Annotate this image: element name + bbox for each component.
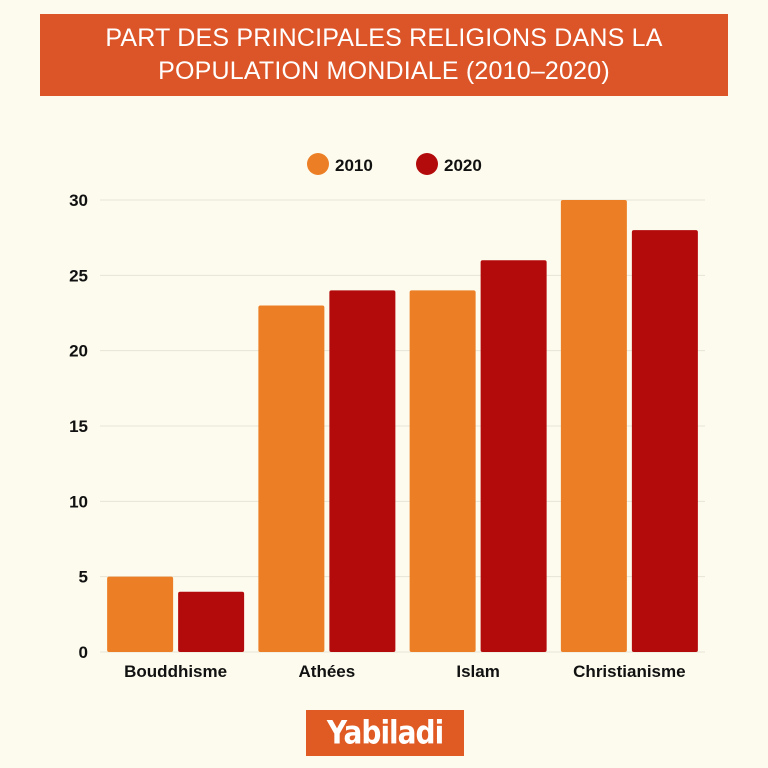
legend-label-2010: 2010 — [335, 156, 373, 175]
legend-marker-2010 — [307, 153, 329, 175]
x-tick-label-athées: Athées — [299, 662, 356, 681]
chart-title-line-1: PART DES PRINCIPALES RELIGIONS DANS LA — [105, 24, 663, 52]
y-tick-label-0: 0 — [79, 643, 88, 662]
legend-marker-2020 — [416, 153, 438, 175]
chart-title-banner: PART DES PRINCIPALES RELIGIONS DANS LA P… — [40, 14, 728, 96]
bar-athées-2020 — [329, 290, 396, 652]
yabiladi-logo: Yabiladi — [306, 710, 464, 756]
bar-bouddhisme-2010 — [107, 576, 174, 652]
bar-athées-2010 — [258, 305, 325, 652]
y-tick-label-10: 10 — [69, 492, 88, 511]
bar-chart: 0 5 10 15 20 25 30 Bouddhisme Athées Islam Christi… — [69, 153, 705, 681]
bar-bouddhisme-2020 — [178, 591, 245, 652]
y-tick-label-20: 20 — [69, 342, 88, 361]
legend-label-2020: 2020 — [444, 156, 482, 175]
y-tick-label-5: 5 — [79, 568, 88, 587]
bar-christianisme-2010 — [560, 200, 627, 652]
bar-islam-2010 — [409, 290, 476, 652]
bar-christianisme-2020 — [631, 230, 698, 652]
chart-title-line-2: POPULATION MONDIALE (2010–2020) — [158, 57, 610, 85]
bar-islam-2020 — [480, 260, 547, 652]
x-tick-label-bouddhisme: Bouddhisme — [124, 662, 227, 681]
logo-text: Yabiladi — [326, 713, 444, 752]
x-tick-label-islam: Islam — [456, 662, 499, 681]
y-tick-label-30: 30 — [69, 191, 88, 210]
y-tick-label-25: 25 — [69, 266, 88, 285]
y-tick-label-15: 15 — [69, 417, 88, 436]
x-tick-label-christianisme: Christianisme — [573, 662, 685, 681]
